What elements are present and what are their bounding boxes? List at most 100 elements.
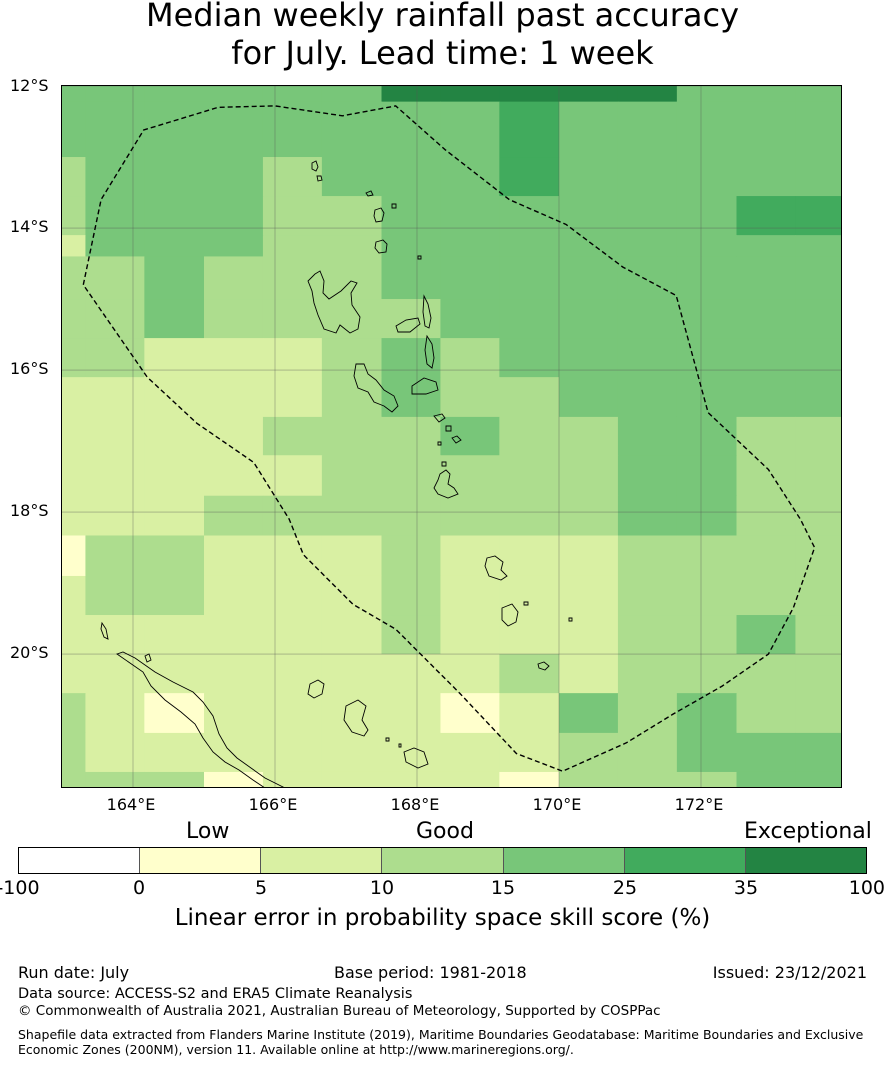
- colorbar-tick: 100: [848, 877, 885, 899]
- chart-title: Median weekly rainfall past accuracy for…: [0, 0, 885, 72]
- skill-cell: [85, 535, 145, 577]
- skill-cell: [559, 495, 619, 536]
- skill-cell: [85, 693, 145, 734]
- skill-cell: [85, 86, 145, 103]
- skill-cell: [617, 615, 678, 655]
- skill-cell: [736, 196, 796, 236]
- skill-cell: [559, 157, 619, 197]
- skill-cell: [499, 615, 560, 655]
- lat-tick-label: 16°S: [10, 359, 49, 378]
- lon-tick-label: 172°E: [674, 795, 724, 814]
- skill-cell: [321, 693, 382, 734]
- skill-cell: [795, 256, 841, 300]
- skill-cell: [559, 196, 619, 236]
- skill-cell: [144, 575, 205, 616]
- skill-cell: [440, 693, 500, 734]
- skill-cell: [85, 575, 145, 616]
- skill-cell: [204, 535, 264, 577]
- skill-cell: [736, 101, 796, 158]
- skill-cell: [85, 615, 145, 655]
- skill-cell: [204, 377, 264, 418]
- skill-cell: [144, 615, 205, 655]
- colorbar: [18, 847, 867, 874]
- shapefile-credit-2: Economic Zones (200NM), version 11. Avai…: [18, 1042, 574, 1057]
- skill-cell: [676, 86, 737, 103]
- skill-cell: [617, 101, 678, 158]
- skill-cell: [440, 377, 500, 418]
- skill-cell: [144, 416, 205, 456]
- skill-cell: [144, 377, 205, 418]
- island-outline: [523, 601, 573, 622]
- skill-cell: [262, 235, 323, 257]
- colorbar-segment: [19, 848, 141, 873]
- skill-cell: [499, 693, 560, 734]
- skill-cell: [321, 455, 382, 497]
- skill-cell: [204, 575, 264, 616]
- skill-cell: [736, 86, 796, 103]
- copyright: © Commonwealth of Australia 2021, Austra…: [18, 1003, 661, 1019]
- graticule: [62, 86, 841, 787]
- skill-cell: [617, 575, 678, 616]
- skill-cell: [144, 654, 205, 694]
- skill-cell: [262, 654, 323, 694]
- skill-cell: [736, 654, 796, 694]
- lat-tick-label: 20°S: [10, 643, 49, 662]
- skill-cell: [736, 416, 796, 456]
- skill-cell: [440, 615, 500, 655]
- skill-cell: [795, 575, 841, 616]
- base-period: Base period: 1981-2018: [334, 963, 527, 982]
- skill-cell: [381, 157, 441, 197]
- skill-cell: [617, 86, 678, 103]
- skill-cell: [736, 535, 796, 577]
- skill-cell: [321, 771, 382, 787]
- colorbar-tick: 35: [733, 877, 759, 899]
- skill-cell: [204, 495, 264, 536]
- skill-cell: [499, 299, 560, 339]
- lon-tick-label: 168°E: [390, 795, 440, 814]
- island-outline: [343, 699, 369, 737]
- skill-cell: [617, 732, 678, 773]
- skill-cell: [559, 535, 619, 577]
- skill-cell: [204, 299, 264, 339]
- skill-cell: [144, 101, 205, 158]
- island-outline: [501, 603, 519, 627]
- skill-cell: [736, 455, 796, 497]
- skill-cell: [676, 377, 737, 418]
- skill-cell: [204, 771, 264, 787]
- skill-cell: [204, 615, 264, 655]
- skill-cell: [321, 615, 382, 655]
- skill-cell: [440, 101, 500, 158]
- run-date: Run date: July: [18, 963, 130, 982]
- skill-cell: [676, 615, 737, 655]
- skill-cell: [440, 157, 500, 197]
- skill-cell: [676, 535, 737, 577]
- skill-cell: [499, 377, 560, 418]
- skill-cell: [559, 455, 619, 497]
- colorbar-segment: [261, 848, 383, 873]
- skill-cell: [262, 455, 323, 497]
- skill-cell: [559, 101, 619, 158]
- skill-cell: [85, 299, 145, 339]
- colorbar-tick: -100: [0, 877, 40, 899]
- skill-cell: [85, 256, 145, 300]
- skill-cell: [204, 455, 264, 497]
- skill-cell: [62, 196, 86, 236]
- skill-cell: [617, 196, 678, 236]
- skill-cell: [676, 196, 737, 236]
- skill-cell: [321, 535, 382, 577]
- skill-cell: [321, 196, 382, 236]
- skill-cell: [676, 732, 737, 773]
- skill-cell: [440, 256, 500, 300]
- skill-cell: [795, 732, 841, 773]
- skill-cell: [85, 455, 145, 497]
- skill-cell: [144, 338, 205, 378]
- skill-cell: [262, 299, 323, 339]
- skill-cell: [440, 654, 500, 694]
- skill-cell: [795, 235, 841, 257]
- skill-cell: [204, 256, 264, 300]
- skill-cell: [262, 196, 323, 236]
- skill-cell: [62, 535, 86, 577]
- skill-cell: [676, 495, 737, 536]
- skill-cell: [321, 575, 382, 616]
- skill-cell: [499, 235, 560, 257]
